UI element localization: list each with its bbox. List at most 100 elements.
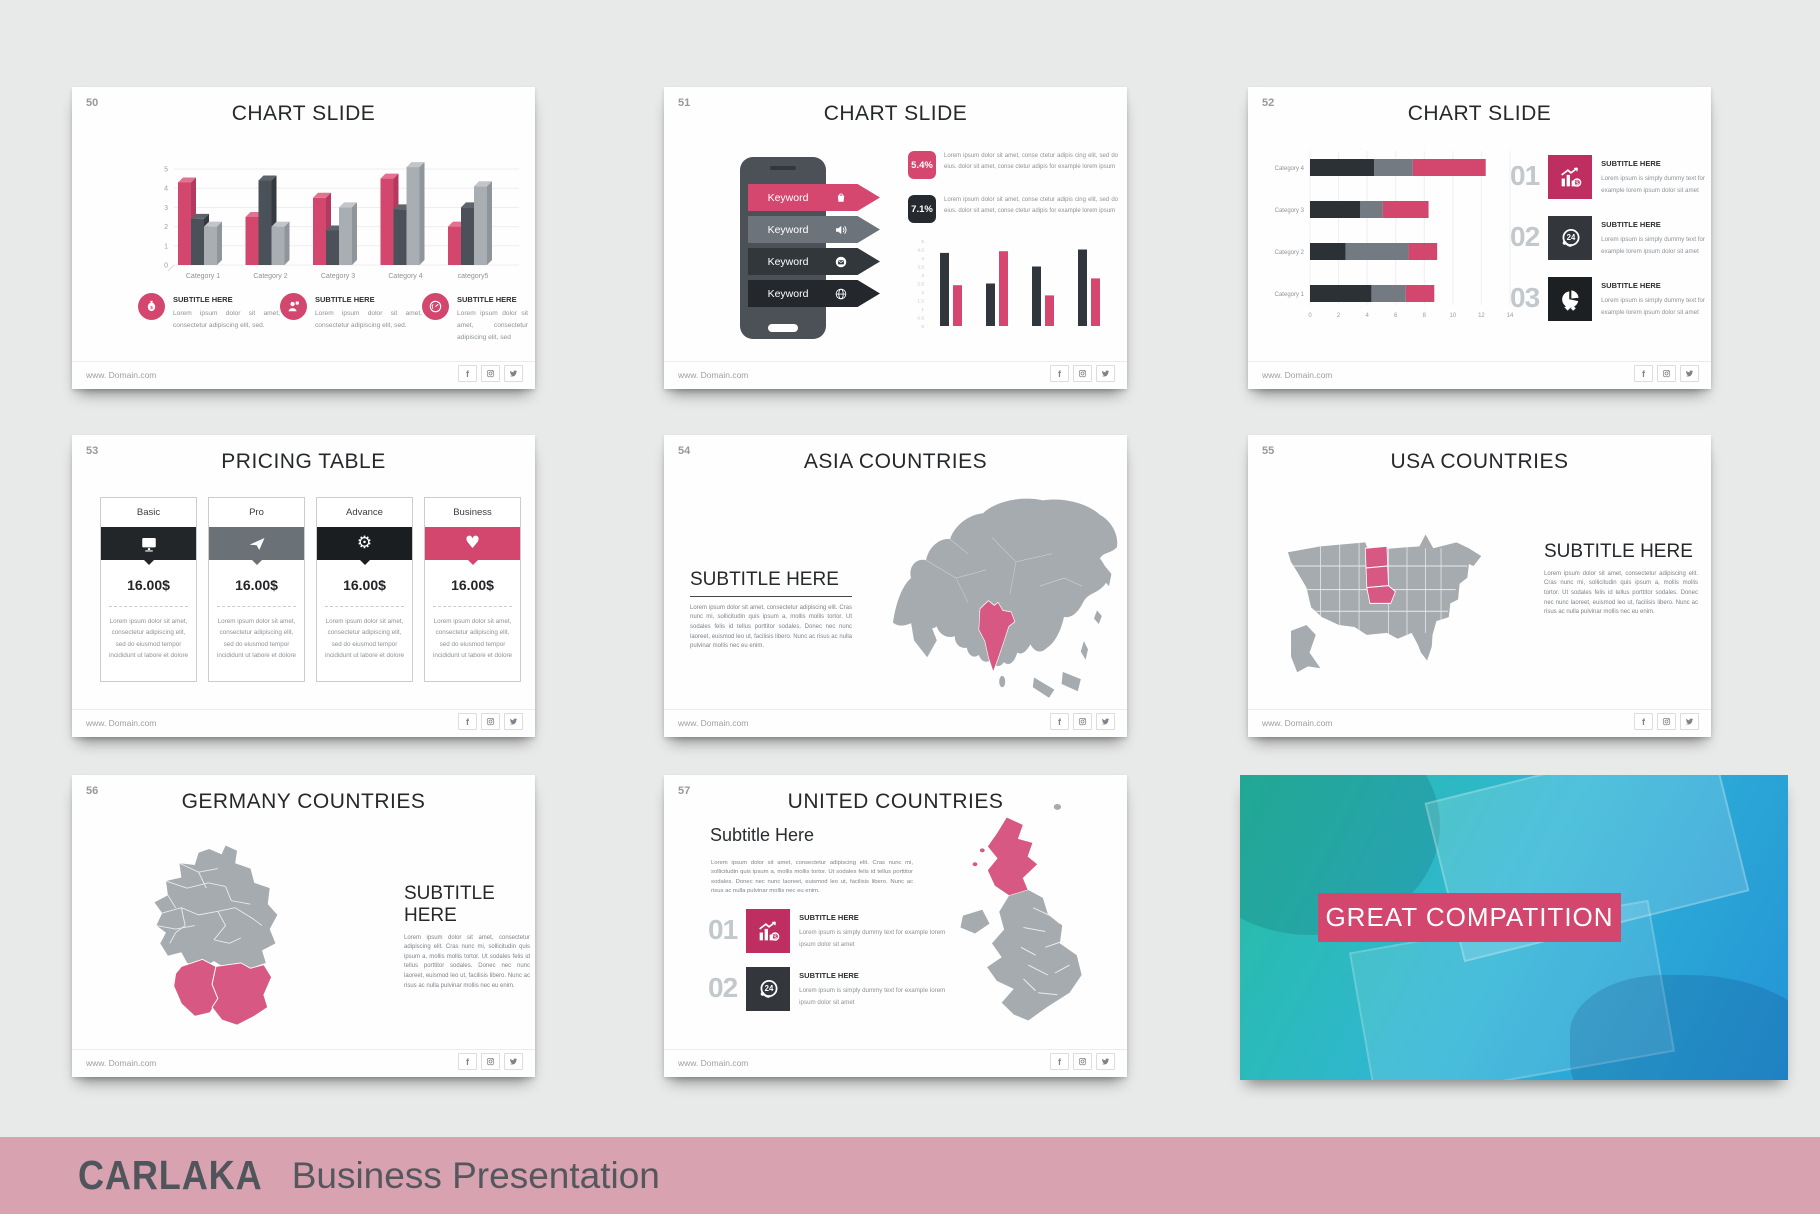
svg-text:2: 2: [921, 290, 924, 296]
slide-number: 55: [1262, 445, 1275, 457]
germany-map[interactable]: [118, 833, 310, 1051]
slide-number: 50: [86, 97, 99, 109]
twitter-icon[interactable]: [504, 1053, 523, 1070]
usa-map[interactable]: [1274, 505, 1506, 687]
twitter-icon[interactable]: [1680, 365, 1699, 382]
instagram-icon[interactable]: [1073, 1053, 1092, 1070]
svg-text:2: 2: [1337, 313, 1341, 319]
subtitle-paragraph: Lorem ipsum dolor sit amet, consectetur …: [711, 860, 913, 895]
svg-text:Category 3: Category 3: [321, 273, 355, 280]
pricing-card-basic[interactable]: Basic 16.00$ Lorem ipsum dolor sit amet,…: [100, 497, 197, 682]
domain-link[interactable]: www. Domain.com: [86, 1058, 157, 1068]
keyword-list: Keyword Keyword Keyword Keyword: [748, 184, 880, 312]
svg-text:5: 5: [921, 239, 924, 245]
brand-name: CARLAKA: [78, 1152, 263, 1198]
pricing-card-business[interactable]: Business ♥ 16.00$ Lorem ipsum dolor sit …: [424, 497, 521, 682]
item-text: Lorem ipsum is simply dummy text for exa…: [1601, 236, 1705, 256]
slide-50-thumbnail[interactable]: 50 CHART SLIDE 0 1 2 3 4 5 Category 1 Category …: [72, 87, 535, 389]
slide-55-thumbnail[interactable]: 55 USA COUNTRIES SUBTITLE HERE Lorem ips…: [1248, 435, 1711, 737]
facebook-icon[interactable]: f: [1050, 365, 1069, 382]
plan-description: Lorem ipsum dolor sit amet, consectetur …: [432, 618, 513, 659]
svg-text:10: 10: [1450, 313, 1457, 319]
brand-subtitle: Business Presentation: [291, 1154, 660, 1196]
keyword-arrow[interactable]: Keyword: [748, 216, 880, 243]
instagram-icon[interactable]: [1073, 365, 1092, 382]
photo-slide-thumbnail[interactable]: GREAT COMPATITION: [1240, 775, 1788, 1080]
stat-row: 7.1% Lorem ipsum dolor sit amet, conse c…: [908, 195, 1118, 223]
instagram-icon[interactable]: [481, 365, 500, 382]
facebook-icon[interactable]: f: [1050, 1053, 1069, 1070]
slide-54-thumbnail[interactable]: 54 ASIA COUNTRIES SUBTITLE HERE Lorem ip…: [664, 435, 1127, 737]
stat-text: Lorem ipsum dolor sit amet, conse ctetur…: [944, 153, 1118, 171]
facebook-icon[interactable]: f: [458, 365, 477, 382]
brand-footer: CARLAKA Business Presentation: [0, 1137, 1820, 1214]
svg-text:2.5: 2.5: [917, 281, 924, 287]
domain-link[interactable]: www. Domain.com: [678, 370, 749, 380]
domain-link[interactable]: www. Domain.com: [1262, 370, 1333, 380]
instagram-icon[interactable]: [1657, 365, 1676, 382]
twitter-icon[interactable]: [504, 713, 523, 730]
chart-hstack: 0 2 4 6 8 10 12 14 Category 4 Category 3 Category …: [1266, 145, 1518, 333]
divider: [109, 606, 188, 607]
domain-link[interactable]: www. Domain.com: [86, 370, 157, 380]
item-number: 03: [1510, 282, 1540, 313]
svg-text:0: 0: [1308, 313, 1312, 319]
twitter-icon[interactable]: [1680, 713, 1699, 730]
domain-link[interactable]: www. Domain.com: [678, 718, 749, 728]
twitter-icon[interactable]: [504, 365, 523, 382]
instagram-icon[interactable]: [481, 1053, 500, 1070]
facebook-icon[interactable]: f: [458, 1053, 477, 1070]
facebook-icon[interactable]: f: [1634, 713, 1653, 730]
slide-title: USA COUNTRIES: [1390, 450, 1569, 473]
uk-map[interactable]: [912, 799, 1118, 1061]
instagram-icon[interactable]: [1073, 713, 1092, 730]
feature-item: SUBTITLE HERE Lorem ipsum dolor sit amet…: [422, 293, 528, 345]
slide-57-thumbnail[interactable]: 57 UNITED COUNTRIES Subtitle Here Lorem …: [664, 775, 1127, 1077]
footer-divider: [72, 361, 535, 362]
slide-53-thumbnail[interactable]: 53 PRICING TABLE Basic 16.00$ Lorem ipsu…: [72, 435, 535, 737]
keyword-arrow[interactable]: Keyword: [748, 280, 880, 307]
feature-text: Lorem ipsum dolor sit amet, consectetur …: [315, 310, 422, 330]
svg-text:4.5: 4.5: [917, 247, 924, 253]
chart-3d-bars: 0 1 2 3 4 5 Category 1 Category 2 Category 3 Cate…: [124, 157, 524, 289]
slide-56-thumbnail[interactable]: 56 GERMANY COUNTRIES SUBTITLE HERE Lorem…: [72, 775, 535, 1077]
keyword-arrow[interactable]: Keyword: [748, 184, 880, 211]
facebook-icon[interactable]: f: [1050, 713, 1069, 730]
instagram-icon[interactable]: [481, 713, 500, 730]
twitter-icon[interactable]: [1096, 1053, 1115, 1070]
pricing-card-advance[interactable]: Advance ⚙ 16.00$ Lorem ipsum dolor sit a…: [316, 497, 413, 682]
instagram-icon[interactable]: [1657, 713, 1676, 730]
item-number: 01: [708, 914, 738, 945]
asia-map[interactable]: [884, 489, 1124, 701]
svg-text:Category 1: Category 1: [1275, 292, 1305, 298]
pricing-card-pro[interactable]: Pro 16.00$ Lorem ipsum dolor sit amet, c…: [208, 497, 305, 682]
stat-row: 5.4% Lorem ipsum dolor sit amet, conse c…: [908, 151, 1118, 179]
banner-title: GREAT COMPATITION: [1318, 893, 1621, 942]
domain-link[interactable]: www. Domain.com: [678, 1058, 749, 1068]
svg-text:0: 0: [921, 324, 924, 330]
item-text: Lorem ipsum is simply dummy text for exa…: [799, 987, 946, 1007]
slide-51-thumbnail[interactable]: 51 CHART SLIDE Keyword Keyword Keyword: [664, 87, 1127, 389]
item-number: 01: [1510, 160, 1540, 191]
social-links: f: [1634, 365, 1699, 382]
divider: [325, 606, 404, 607]
slide-title: ASIA COUNTRIES: [803, 450, 988, 473]
subtitle-heading: Subtitle Here: [710, 825, 815, 845]
domain-link[interactable]: www. Domain.com: [1262, 718, 1333, 728]
facebook-icon[interactable]: f: [458, 713, 477, 730]
subtitle-heading: SUBTITLE HERE: [1544, 541, 1693, 562]
twitter-icon[interactable]: [1096, 365, 1115, 382]
item-text: Lorem ipsum is simply dummy text for exa…: [1601, 297, 1705, 317]
stat-value-badge: 5.4%: [908, 151, 936, 179]
domain-link[interactable]: www. Domain.com: [86, 718, 157, 728]
keyword-arrow[interactable]: Keyword: [748, 248, 880, 275]
item-title: SUBTITLE HERE: [799, 913, 859, 922]
chart-mini-bars: 0 0.5 1 1.5 2 2.5 3 3.5 4 4.5 5: [908, 233, 1118, 341]
svg-text:$: $: [1575, 179, 1579, 186]
slide-52-thumbnail[interactable]: 52 CHART SLIDE 0 2 4 6 8 10 12 14 Category 4 Cate…: [1248, 87, 1711, 389]
cart-icon: [828, 184, 880, 211]
svg-text:Category 4: Category 4: [1275, 166, 1305, 172]
svg-text:Category 4: Category 4: [388, 273, 422, 280]
twitter-icon[interactable]: [1096, 713, 1115, 730]
facebook-icon[interactable]: f: [1634, 365, 1653, 382]
